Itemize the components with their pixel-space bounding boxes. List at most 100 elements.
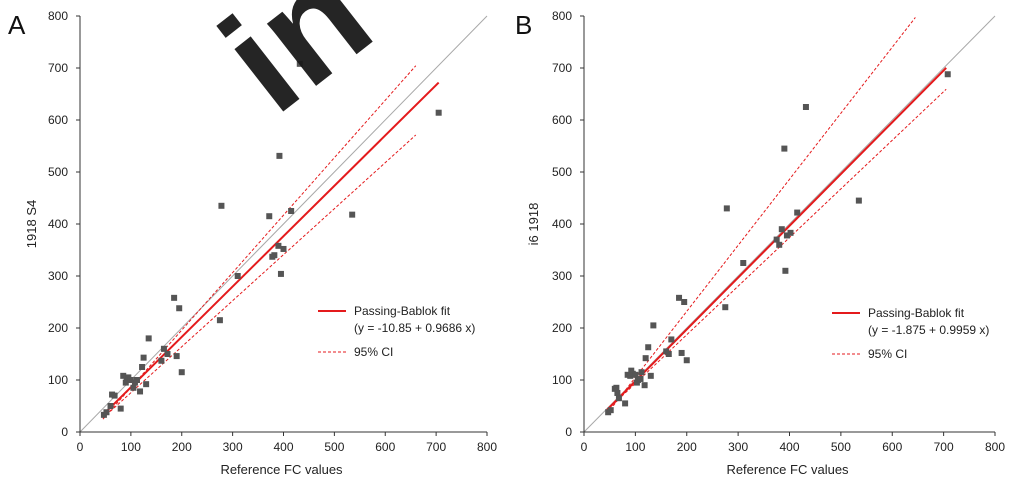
data-point	[944, 71, 951, 78]
data-point	[349, 211, 356, 218]
data-point	[160, 345, 167, 352]
data-point	[740, 260, 747, 266]
data-point	[178, 369, 185, 376]
panel-label: B	[515, 10, 532, 40]
data-point	[678, 349, 685, 356]
data-point	[234, 273, 241, 279]
data-point	[722, 304, 729, 311]
y-tick-label: 700	[48, 61, 68, 75]
x-tick-label: 400	[779, 440, 799, 454]
data-point	[276, 152, 283, 159]
y-tick-label: 500	[48, 165, 68, 179]
data-point	[107, 403, 114, 409]
y-tick-label: 200	[48, 321, 68, 335]
data-point	[130, 384, 137, 391]
x-tick-label: 400	[273, 440, 293, 454]
legend-ci-label: 95% CI	[354, 345, 393, 359]
y-tick-label: 0	[61, 425, 68, 439]
y-tick-label: 800	[552, 9, 572, 23]
data-point	[607, 407, 614, 414]
x-tick-label: 500	[324, 440, 344, 454]
data-point	[173, 353, 180, 360]
x-tick-label: 100	[625, 440, 645, 454]
data-point	[641, 382, 648, 389]
x-tick-label: 600	[882, 440, 902, 454]
data-point	[133, 377, 140, 383]
data-point	[140, 354, 147, 361]
data-point	[271, 252, 278, 259]
y-tick-label: 300	[48, 269, 68, 283]
ci-upper-line	[606, 17, 916, 415]
data-point	[158, 357, 165, 364]
data-point	[266, 213, 273, 220]
data-point	[645, 344, 652, 351]
data-point	[776, 241, 783, 248]
legend-fit-label: Passing-Bablok fit	[868, 306, 965, 320]
data-point	[668, 336, 675, 343]
y-tick-label: 300	[552, 269, 572, 283]
legend-fit-equation: (y = -1.875 + 0.9959 x)	[868, 323, 989, 337]
data-point	[637, 375, 644, 382]
data-point	[171, 294, 178, 301]
data-point	[288, 208, 295, 214]
x-axis-title: Reference FC values	[726, 462, 849, 477]
ci-lower-line	[606, 88, 947, 411]
data-point	[622, 400, 629, 407]
data-point	[773, 236, 780, 243]
y-tick-label: 200	[552, 321, 572, 335]
watermark: in	[191, 0, 399, 143]
y-tick-label: 100	[48, 373, 68, 387]
x-tick-label: 0	[77, 440, 84, 454]
y-axis-title: 1918 S4	[24, 200, 39, 248]
data-point	[647, 372, 654, 379]
data-point	[435, 109, 442, 116]
x-tick-label: 800	[985, 440, 1005, 454]
data-point	[794, 209, 801, 216]
data-point	[787, 229, 794, 236]
y-tick-label: 600	[48, 113, 68, 127]
y-tick-label: 800	[48, 9, 68, 23]
data-point	[216, 317, 223, 324]
panel-b: 0 100 200 300 400 500 600 700 800 0 100 200 300 400 50…	[515, 9, 1005, 477]
data-point	[280, 245, 287, 252]
data-point	[723, 205, 730, 212]
x-tick-label: 700	[934, 440, 954, 454]
data-point	[783, 232, 790, 239]
y-tick-label: 0	[565, 425, 572, 439]
x-tick-label: 500	[831, 440, 851, 454]
data-point	[782, 267, 789, 274]
data-point	[628, 367, 635, 374]
x-tick-label: 800	[477, 440, 497, 454]
ci-lower-line	[102, 134, 417, 419]
data-point	[137, 388, 144, 395]
fit-line	[102, 81, 440, 416]
x-tick-label: 600	[375, 440, 395, 454]
data-point	[111, 392, 118, 399]
y-axis-title: i6 1918	[526, 203, 541, 246]
data-point	[139, 364, 146, 370]
data-point	[127, 377, 134, 383]
data-point	[145, 335, 152, 342]
data-point	[683, 357, 690, 364]
y-tick-label: 600	[552, 113, 572, 127]
x-tick-label: 100	[121, 440, 141, 454]
legend-fit-equation: (y = -10.85 + 0.9686 x)	[354, 321, 475, 335]
data-point	[117, 405, 124, 412]
data-point	[164, 351, 171, 357]
x-tick-label: 0	[581, 440, 588, 454]
data-point	[638, 369, 645, 376]
y-tick-label: 400	[48, 217, 68, 231]
data-point	[176, 305, 183, 312]
data-point	[632, 371, 639, 378]
panel-a: 0 100 200 300 400 500 600 700 800 0 100 200 300 400 50…	[8, 9, 497, 477]
data-point	[103, 409, 110, 416]
data-point	[143, 381, 150, 388]
y-tick-label: 700	[552, 61, 572, 75]
data-point	[650, 322, 657, 329]
x-tick-label: 200	[172, 440, 192, 454]
data-point	[277, 270, 284, 277]
identity-line	[79, 15, 488, 433]
x-tick-label: 300	[223, 440, 243, 454]
data-point	[681, 299, 688, 305]
